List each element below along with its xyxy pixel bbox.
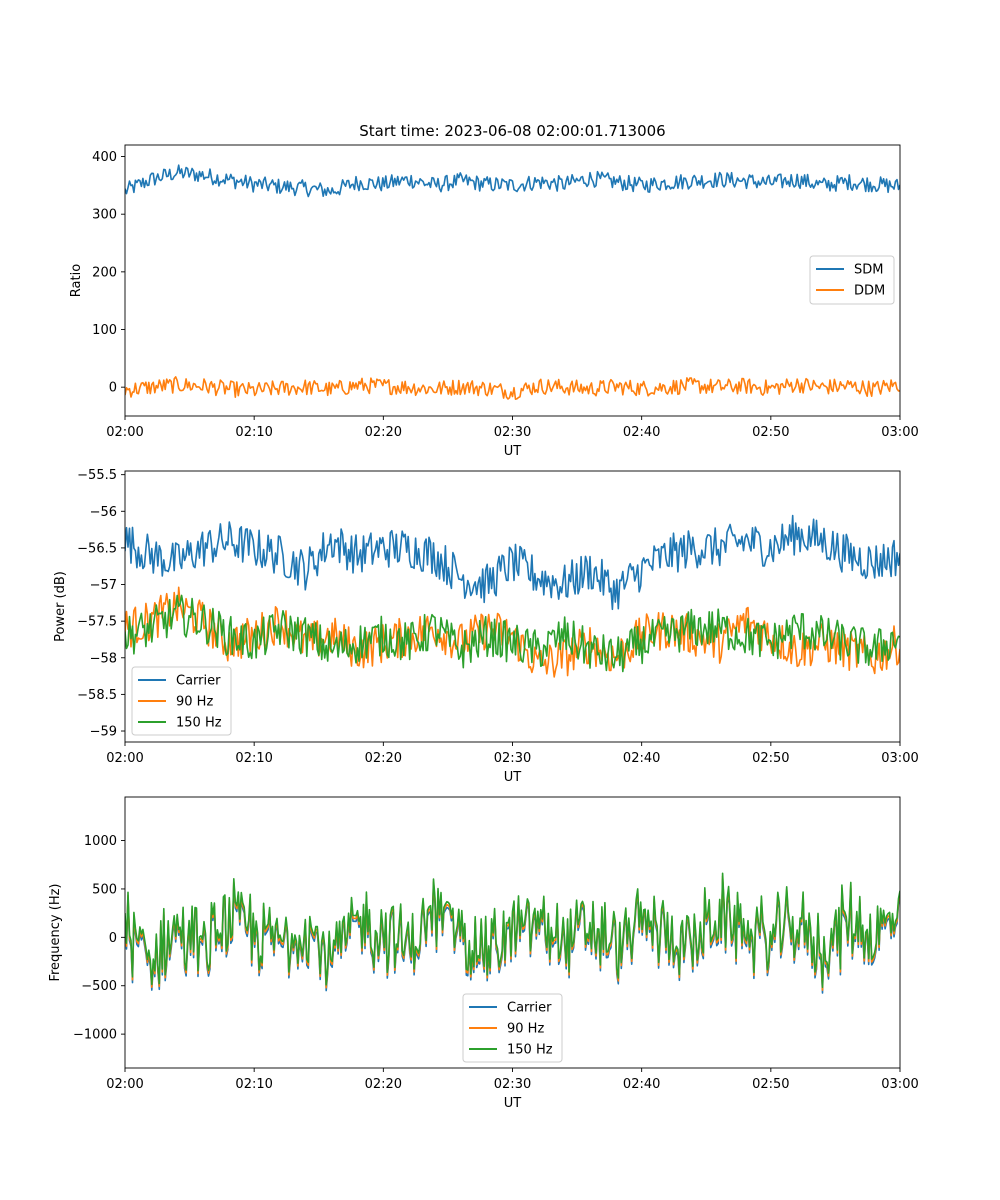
chart-panel-1: 02:00 02:10 02:20 02:30 02:40 02:50 03:00 0 100 2…: [69, 122, 919, 459]
legend-label: 150 Hz: [507, 1043, 553, 1058]
x-axis-label: UT: [504, 770, 522, 785]
legend-label: DDM: [854, 284, 885, 299]
y-tick-label: −1000: [73, 1028, 117, 1043]
legend: Carrier 90 Hz 150 Hz: [462, 993, 563, 1063]
series-line-150-hz: [125, 872, 900, 989]
y-tick-label: −56.5: [77, 541, 117, 556]
x-tick-label: 02:20: [365, 425, 402, 440]
x-tick-label: 02:40: [623, 1077, 660, 1092]
series-line-ddm: [125, 376, 900, 401]
y-tick-label: 0: [109, 381, 117, 396]
x-axis-label: UT: [504, 1096, 522, 1111]
x-axis-label: UT: [504, 444, 522, 459]
legend-label: Carrier: [507, 1001, 552, 1016]
x-tick-label: 03:00: [881, 751, 918, 766]
x-tick-label: 03:00: [881, 1077, 918, 1092]
x-tick-label: 02:10: [235, 425, 272, 440]
y-tick-label: −57.5: [77, 615, 117, 630]
y-tick-label: −59: [90, 725, 117, 740]
y-tick-label: −58.5: [77, 688, 117, 703]
legend-label: 90 Hz: [507, 1022, 544, 1037]
y-tick-label: −56: [90, 505, 117, 520]
y-tick-label: 500: [92, 882, 117, 897]
chart-panel-3: 02:00 02:10 02:20 02:30 02:40 02:50 03:00 −1000…: [48, 796, 919, 1111]
x-tick-label: 02:10: [235, 1077, 272, 1092]
y-tick-label: −500: [81, 979, 117, 994]
legend-label: 150 Hz: [176, 716, 222, 731]
x-tick-label: 02:30: [494, 751, 531, 766]
legend-label: 90 Hz: [176, 695, 213, 710]
x-tick-label: 02:20: [365, 751, 402, 766]
y-tick-label: −55.5: [77, 468, 117, 483]
chart-title: Start time: 2023-06-08 02:00:01.713006: [359, 122, 665, 140]
x-tick-label: 02:20: [365, 1077, 402, 1092]
y-tick-label: 300: [92, 208, 117, 223]
plot-frame: [124, 470, 901, 743]
x-tick-label: 02:00: [106, 751, 143, 766]
x-tick-label: 02:30: [494, 1077, 531, 1092]
legend-label: SDM: [854, 263, 883, 278]
x-tick-label: 02:50: [752, 425, 789, 440]
chart-panel-2: 02:00 02:10 02:20 02:30 02:40 02:50 03:00 −59 −5…: [53, 468, 919, 785]
x-tick-label: 02:50: [752, 1077, 789, 1092]
y-axis-label: Ratio: [69, 264, 84, 297]
y-tick-label: −57: [90, 578, 117, 593]
y-tick-label: 0: [109, 931, 117, 946]
y-tick-label: 200: [92, 265, 117, 280]
x-tick-label: 02:40: [623, 425, 660, 440]
x-tick-label: 02:30: [494, 425, 531, 440]
x-tick-label: 02:40: [623, 751, 660, 766]
x-tick-label: 02:00: [106, 425, 143, 440]
y-tick-label: 1000: [84, 834, 117, 849]
y-axis-label: Frequency (Hz): [48, 883, 63, 981]
x-tick-label: 02:50: [752, 751, 789, 766]
x-tick-label: 02:10: [235, 751, 272, 766]
legend-label: Carrier: [176, 674, 221, 689]
x-tick-label: 03:00: [881, 425, 918, 440]
series-line-carrier: [125, 514, 900, 611]
y-tick-label: −58: [90, 651, 117, 666]
legend: SDM DDM: [809, 255, 895, 305]
series-line-150-hz: [125, 594, 900, 673]
series-line-sdm: [125, 164, 900, 198]
y-axis-label: Power (dB): [53, 571, 68, 642]
y-tick-label: 100: [92, 323, 117, 338]
x-tick-label: 02:00: [106, 1077, 143, 1092]
legend: Carrier 90 Hz 150 Hz: [131, 666, 232, 736]
y-tick-label: 400: [92, 150, 117, 165]
